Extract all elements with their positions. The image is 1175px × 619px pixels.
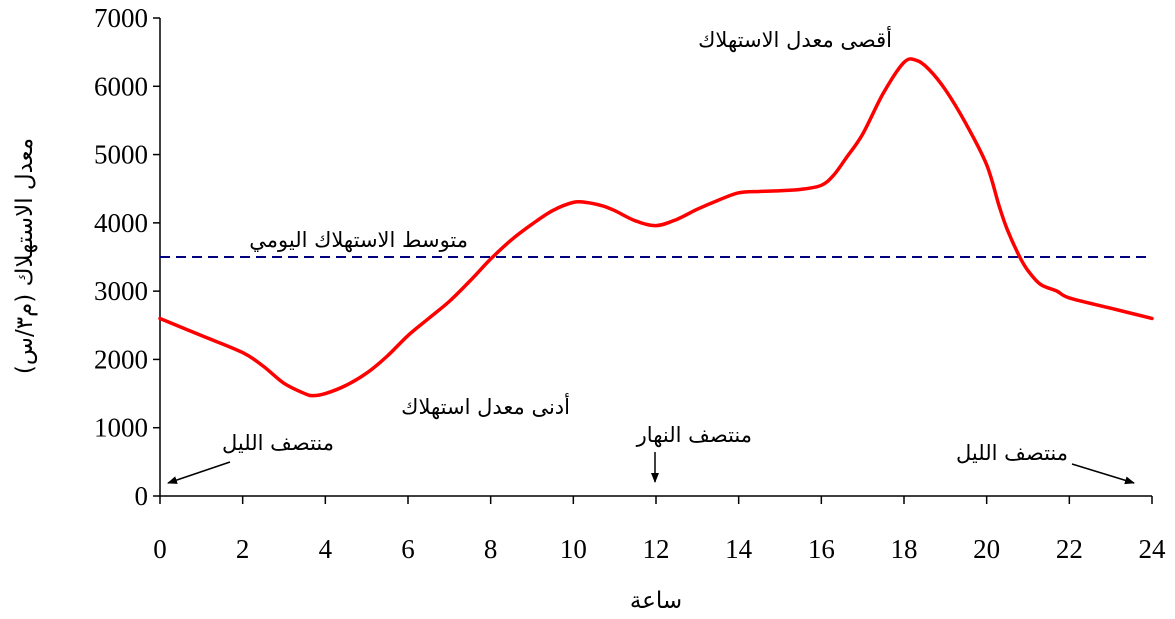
y-tick-label: 1000	[94, 413, 148, 443]
y-tick-label: 7000	[94, 3, 148, 33]
x-tick-label: 22	[1056, 534, 1083, 564]
x-tick-label: 16	[808, 534, 835, 564]
x-tick-label: 6	[401, 534, 415, 564]
midnight-start-label: منتصف الليل	[222, 431, 334, 455]
x-tick-label: 20	[973, 534, 1000, 564]
x-tick-label: 0	[153, 534, 167, 564]
x-tick-label: 10	[560, 534, 587, 564]
y-tick-label: 4000	[94, 208, 148, 238]
y-tick-label: 5000	[94, 140, 148, 170]
x-axis-ticks: 0 2 4 6 8 10 12 14 16 18 20 22 24	[153, 496, 1166, 564]
noon-label: منتصف النهار	[636, 423, 752, 447]
series-line	[158, 57, 1154, 398]
x-tick-label: 8	[484, 534, 498, 564]
x-tick-label: 24	[1139, 534, 1167, 564]
y-tick-label: 3000	[94, 276, 148, 306]
y-axis-ticks: 0 1000 2000 3000 4000 5000 6000 7000	[94, 3, 160, 511]
midnight-end-label: منتصف الليل	[956, 441, 1068, 465]
y-tick-label: 6000	[94, 71, 148, 101]
x-axis-title: ساعة	[630, 588, 682, 614]
x-tick-label: 12	[643, 534, 670, 564]
y-tick-label: 0	[135, 481, 149, 511]
max-label: أقصى معدل الاستهلاك	[698, 26, 892, 52]
y-axis-title: معدل الاستهلاك (م٣/س)	[12, 138, 38, 374]
midnight-end-arrow	[1071, 463, 1135, 485]
x-tick-label: 4	[319, 534, 333, 564]
min-label: أدنى معدل استهلاك	[401, 393, 570, 419]
x-tick-label: 14	[725, 534, 753, 564]
y-tick-label: 2000	[94, 344, 148, 374]
x-tick-label: 2	[236, 534, 250, 564]
midnight-start-arrow	[167, 461, 231, 484]
average-label: متوسط الاستهلاك اليومي	[249, 228, 468, 252]
x-tick-label: 18	[891, 534, 918, 564]
